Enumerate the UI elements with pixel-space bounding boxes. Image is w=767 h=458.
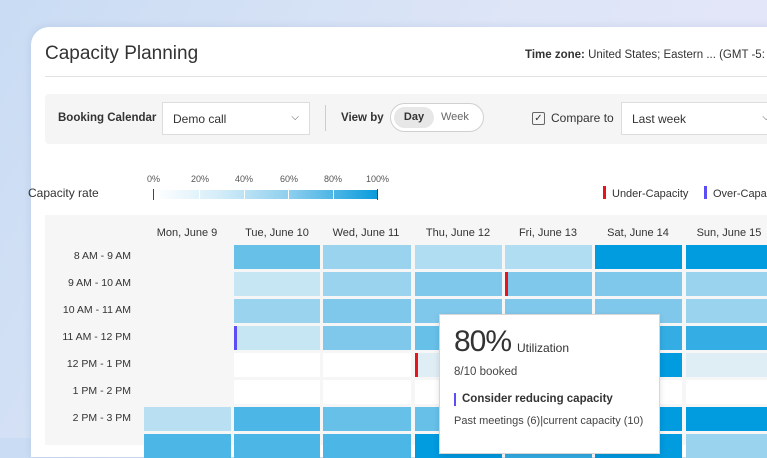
view-by-toggle: Day Week	[390, 103, 484, 132]
chevron-down-icon: ⌵	[762, 112, 767, 123]
day-header: Sun, June 15	[696, 227, 762, 239]
day-header: Tue, June 10	[245, 227, 309, 239]
capacity-cell[interactable]	[323, 380, 411, 404]
capacity-cell[interactable]	[686, 353, 767, 377]
view-week-option[interactable]: Week	[441, 111, 469, 123]
capacity-rate-label: Capacity rate	[28, 186, 99, 200]
timezone-label: Time zone:	[525, 49, 585, 61]
capacity-cell[interactable]	[686, 299, 767, 323]
capacity-cell[interactable]	[686, 326, 767, 350]
capacity-detail: Past meetings (6)|current capacity (10)	[454, 415, 644, 427]
compare-select[interactable]: Last week ⌵	[621, 102, 767, 135]
capacity-cell[interactable]	[415, 245, 502, 269]
chevron-down-icon: ⌵	[291, 112, 299, 123]
scale-tick-label: 0%	[147, 174, 161, 184]
capacity-cell[interactable]	[686, 272, 767, 296]
scale-tick-label: 80%	[324, 174, 343, 184]
capacity-cell[interactable]	[144, 407, 231, 431]
capacity-cell[interactable]	[323, 407, 411, 431]
legend-under-capacity: Under-Capacity	[603, 186, 688, 200]
day-header: Wed, June 11	[332, 227, 400, 239]
capacity-cell[interactable]	[323, 245, 411, 269]
hour-label: 2 PM - 3 PM	[72, 412, 131, 424]
over-capacity-marker-icon	[454, 393, 456, 406]
hour-label: 10 AM - 11 AM	[62, 304, 131, 316]
booking-calendar-label: Booking Calendar	[58, 112, 157, 124]
hour-label: 1 PM - 2 PM	[72, 385, 131, 397]
view-by-label: View by	[341, 112, 384, 124]
capacity-cell[interactable]	[234, 407, 320, 431]
filter-toolbar: Booking Calendar Demo call ⌵ View by Day…	[45, 94, 767, 144]
capacity-cell[interactable]	[415, 272, 502, 296]
legend-over-capacity: Over-Capac	[704, 186, 767, 200]
day-header: Thu, June 12	[425, 227, 491, 239]
page-title: Capacity Planning	[45, 43, 199, 64]
scale-tick-label: 40%	[235, 174, 254, 184]
hour-label: 8 AM - 9 AM	[73, 250, 131, 262]
utilization-percent: 80%	[454, 325, 512, 358]
capacity-cell[interactable]	[234, 326, 320, 350]
capacity-cell[interactable]	[505, 245, 592, 269]
hour-label: 9 AM - 10 AM	[67, 277, 131, 289]
compare-value: Last week	[632, 112, 687, 126]
booked-count: 8/10 booked	[454, 366, 518, 378]
utilization-label: Utilization	[517, 341, 570, 355]
scale-tick-label: 20%	[191, 174, 210, 184]
toolbar-divider	[325, 105, 326, 131]
under-capacity-marker-icon	[603, 186, 606, 199]
capacity-cell[interactable]	[323, 272, 411, 296]
recommendation-text: Consider reducing capacity	[462, 393, 613, 405]
hour-label: 12 PM - 1 PM	[66, 358, 131, 370]
under-capacity-marker-icon	[505, 272, 508, 296]
day-header: Fri, June 13	[518, 227, 578, 239]
timezone-value: United States; Eastern ... (GMT -5:	[588, 49, 765, 61]
day-header: Mon, June 9	[156, 227, 218, 239]
under-capacity-marker-icon	[415, 353, 418, 377]
capacity-cell[interactable]	[595, 245, 682, 269]
capacity-cell[interactable]	[686, 380, 767, 404]
capacity-cell[interactable]	[505, 272, 592, 296]
capacity-cell[interactable]	[595, 272, 682, 296]
day-header: Sat, June 14	[607, 227, 669, 239]
capacity-cell[interactable]	[234, 380, 320, 404]
scale-tick-label: 100%	[366, 174, 390, 184]
capacity-cell[interactable]	[234, 353, 320, 377]
capacity-cell[interactable]	[234, 245, 320, 269]
capacity-cell[interactable]	[323, 326, 411, 350]
header-divider	[45, 76, 767, 77]
over-capacity-marker-icon	[704, 186, 707, 199]
scale-tick-label: 60%	[280, 174, 299, 184]
capacity-cell[interactable]	[234, 272, 320, 296]
timezone-display: Time zone: United States; Eastern ... (G…	[525, 49, 765, 61]
over-capacity-marker-icon	[234, 326, 237, 350]
compare-label: Compare to	[551, 111, 614, 125]
hour-label: 11 AM - 12 PM	[62, 331, 131, 343]
capacity-cell[interactable]	[686, 407, 767, 431]
booking-calendar-value: Demo call	[173, 112, 227, 126]
view-day-option[interactable]: Day	[394, 107, 434, 128]
capacity-cell[interactable]	[323, 353, 411, 377]
booking-calendar-select[interactable]: Demo call ⌵	[162, 102, 310, 135]
utilization-tooltip: 80% Utilization 8/10 booked Consider red…	[439, 314, 660, 454]
capacity-cell[interactable]	[686, 245, 767, 269]
compare-checkbox[interactable]: ✓	[532, 112, 545, 125]
capacity-rate-scale	[153, 189, 378, 200]
capacity-cell[interactable]	[234, 299, 320, 323]
capacity-cell[interactable]	[323, 299, 411, 323]
